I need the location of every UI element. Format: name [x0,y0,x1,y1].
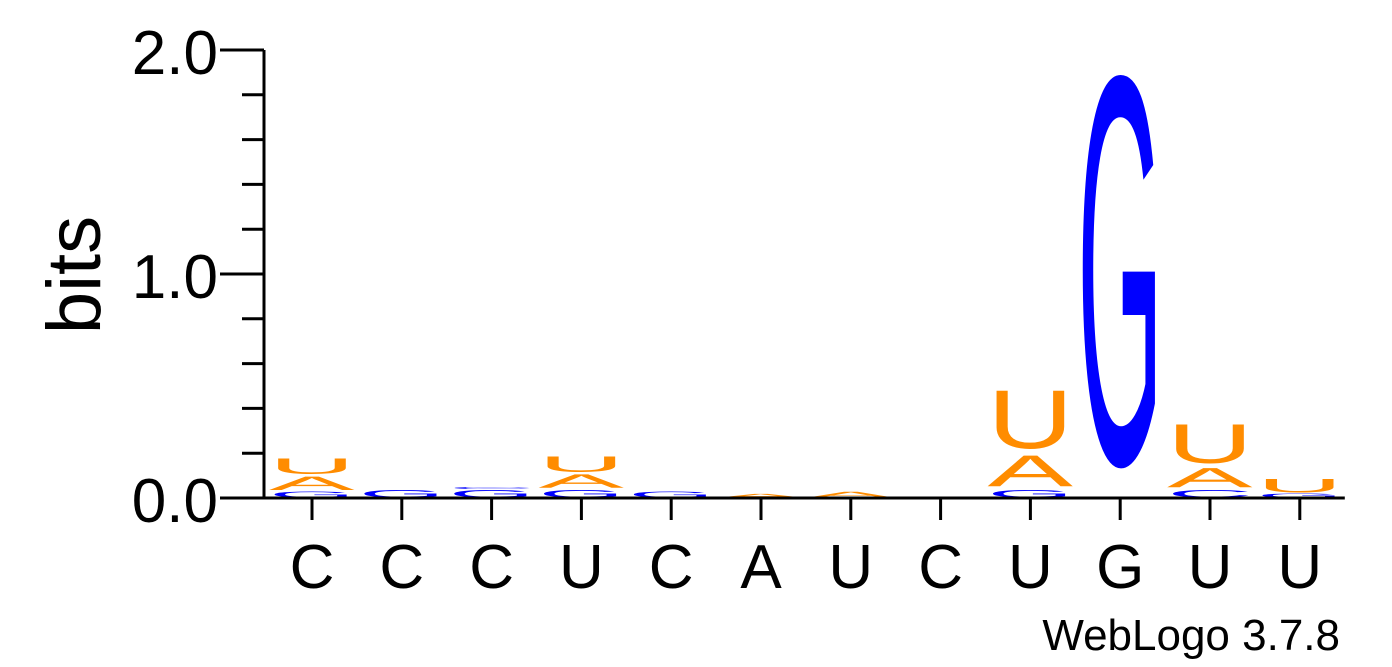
logo-letter-G: G [1257,493,1343,499]
logo-letter-U: U [987,373,1073,466]
logo-letter-A: A [987,446,1073,496]
x-tick-label: A [740,533,782,602]
logo-letter-U: U [1257,475,1343,497]
x-tick-label: U [1008,533,1053,602]
logo-letter-U: U [1167,413,1253,475]
logo-letter-A: A [538,470,625,492]
logo-letter-G: G [1077,0,1163,581]
y-tick-label: 1.0 [132,243,218,312]
x-tick-label: C [290,533,335,602]
x-tick-label: U [828,533,873,602]
logo-letter-A: A [718,493,804,499]
logo-letter-U: U [269,454,355,479]
logo-letter-C: C [449,486,535,489]
x-tick-label: C [918,533,963,602]
y-tick-label: 2.0 [132,19,218,88]
logo-letter-A: A [1167,462,1253,493]
x-tick-label: U [1188,533,1233,602]
x-tick-label: C [379,533,424,602]
logo-letter-G: G [628,490,714,499]
axes: 0.01.02.0C C C U C A U C U G U U [132,19,1345,602]
y-tick-label: 0.0 [132,467,218,536]
logo-letter-U: U [538,452,624,477]
logo-letter-A: A [269,473,356,495]
x-tick-label: G [1096,533,1144,602]
y-axis-label: bits [32,216,117,334]
logo-letter-G: G [269,490,355,499]
x-tick-label: C [649,533,694,602]
logo-letter-A: A [808,490,894,499]
x-tick-label: U [1277,533,1322,602]
x-tick-label: U [559,533,604,602]
x-tick-label: C [469,533,514,602]
weblogo-credit: WebLogo 3.7.8 [1042,611,1340,660]
